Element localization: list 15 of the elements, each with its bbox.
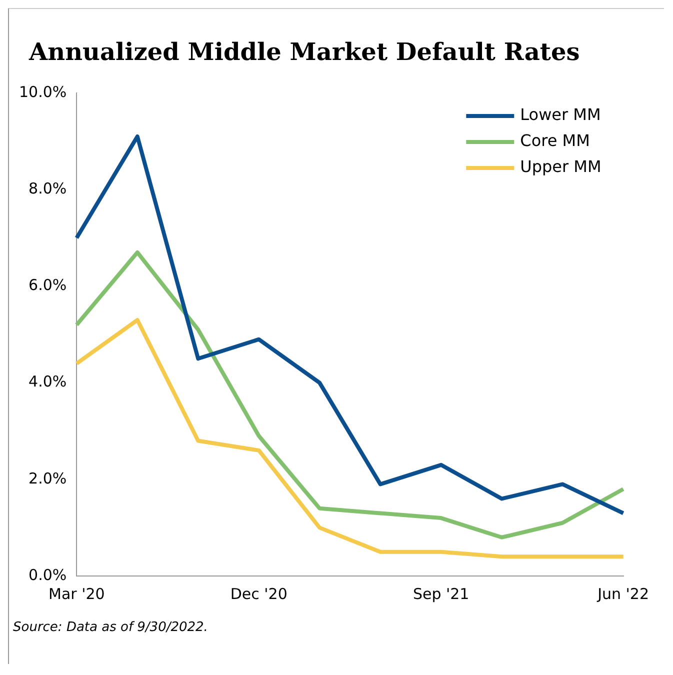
- legend-label: Lower MM: [520, 105, 601, 124]
- legend-label: Upper MM: [520, 157, 602, 176]
- y-tick-label: 10.0%: [18, 82, 67, 101]
- y-tick-label: 8.0%: [28, 179, 67, 198]
- x-tick-label: Jun '22: [596, 584, 650, 603]
- x-tick-label: Mar '20: [48, 584, 105, 603]
- y-tick-label: 2.0%: [28, 469, 67, 488]
- chart-title: Annualized Middle Market Default Rates: [28, 36, 581, 68]
- x-tick-label: Sep '21: [412, 584, 470, 603]
- legend-label: Core MM: [520, 131, 590, 150]
- y-tick-label: 4.0%: [28, 372, 67, 391]
- y-tick-label: 6.0%: [28, 276, 67, 294]
- source-note: Source: Data as of 9/30/2022.: [12, 619, 209, 635]
- x-tick-label: Dec '20: [230, 584, 288, 603]
- y-tick-label: 0.0%: [28, 566, 67, 584]
